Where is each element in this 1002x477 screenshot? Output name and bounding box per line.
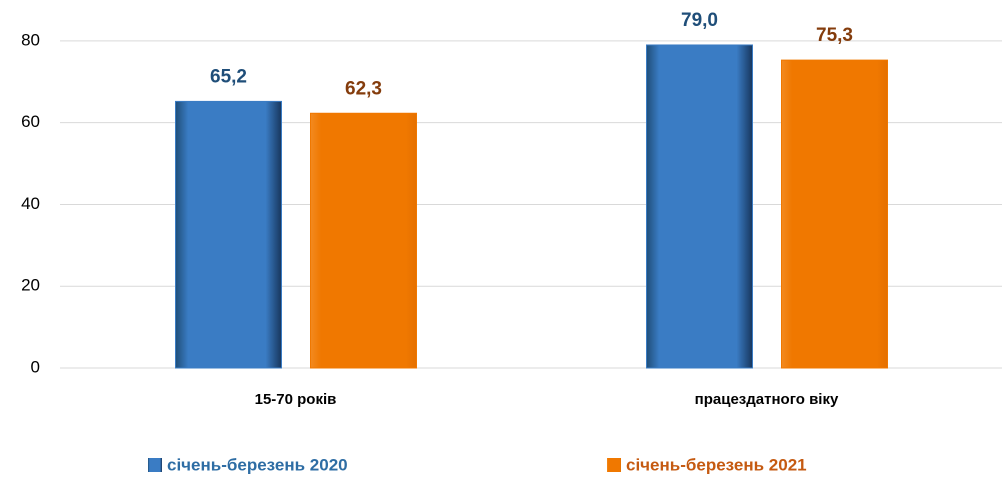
legend-label: січень-березень 2020 (167, 455, 348, 474)
y-tick-label: 80 (21, 30, 40, 49)
legend-swatch (148, 458, 162, 472)
value-label: 79,0 (681, 10, 718, 31)
value-label: 65,2 (210, 66, 247, 87)
x-tick-label: 15-70 років (255, 391, 337, 408)
legend-label: січень-березень 2021 (626, 455, 807, 474)
value-label: 62,3 (345, 78, 382, 99)
x-tick-label: працездатного віку (695, 391, 839, 408)
y-tick-label: 0 (31, 357, 40, 376)
legend-swatch (607, 458, 621, 472)
bar (175, 100, 282, 369)
bar (310, 112, 417, 369)
y-tick-label: 40 (21, 194, 40, 213)
bar (781, 59, 888, 369)
bar (646, 44, 753, 369)
value-label: 75,3 (816, 25, 853, 46)
y-tick-label: 60 (21, 112, 40, 131)
y-tick-label: 20 (21, 276, 40, 295)
